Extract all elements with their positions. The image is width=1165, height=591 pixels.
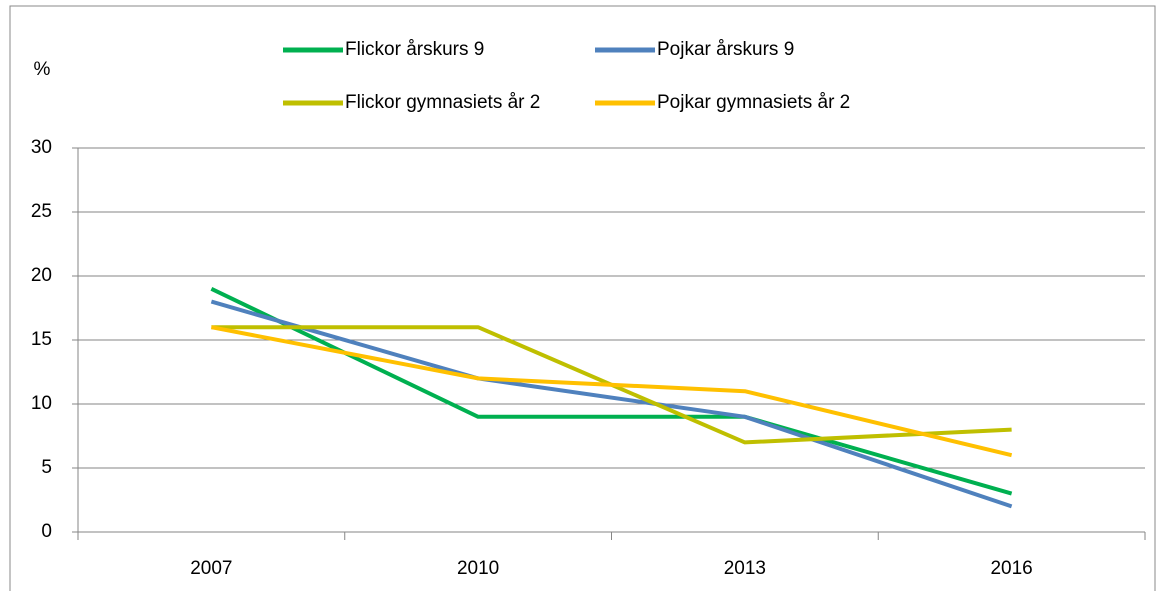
data-line xyxy=(210,299,1013,509)
x-tick-label: 2010 xyxy=(457,558,499,579)
y-axis-label: % xyxy=(34,59,51,80)
y-tick-label: 0 xyxy=(41,521,52,542)
x-tick-label: 2007 xyxy=(190,558,232,579)
x-tick-label: 2016 xyxy=(990,558,1032,579)
y-tick-label: 15 xyxy=(31,329,52,350)
data-line xyxy=(210,325,1013,458)
chart-border xyxy=(9,5,1156,591)
legend-label: Flickor gymnasiets år 2 xyxy=(345,92,540,113)
x-tick-label: 2013 xyxy=(724,558,766,579)
legend-label: Pojkar gymnasiets år 2 xyxy=(657,92,850,113)
y-tick-label: 30 xyxy=(31,137,52,158)
y-tick-label: 20 xyxy=(31,265,52,286)
y-tick-label: 10 xyxy=(31,393,52,414)
legend-label: Pojkar årskurs 9 xyxy=(657,39,794,60)
y-tick-label: 5 xyxy=(41,457,52,478)
legend-label: Flickor årskurs 9 xyxy=(345,39,484,60)
y-tick-label: 25 xyxy=(31,201,52,222)
